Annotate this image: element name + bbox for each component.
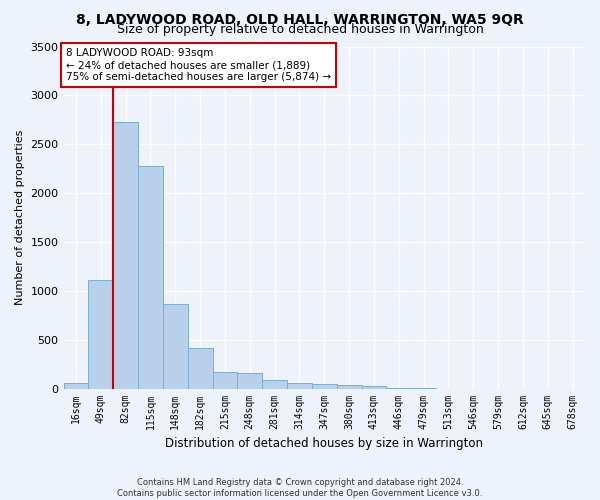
Bar [287, 383, 312, 388]
Bar [88, 280, 113, 388]
Bar [138, 166, 163, 388]
Bar [362, 386, 386, 388]
Bar [188, 348, 212, 389]
Bar [238, 374, 262, 388]
Bar [337, 384, 362, 388]
Y-axis label: Number of detached properties: Number of detached properties [15, 130, 25, 305]
X-axis label: Distribution of detached houses by size in Warrington: Distribution of detached houses by size … [165, 437, 483, 450]
Text: 8 LADYWOOD ROAD: 93sqm
← 24% of detached houses are smaller (1,889)
75% of semi-: 8 LADYWOOD ROAD: 93sqm ← 24% of detached… [66, 48, 331, 82]
Bar [64, 383, 88, 388]
Text: Size of property relative to detached houses in Warrington: Size of property relative to detached ho… [116, 22, 484, 36]
Text: Contains HM Land Registry data © Crown copyright and database right 2024.
Contai: Contains HM Land Registry data © Crown c… [118, 478, 482, 498]
Bar [163, 304, 188, 388]
Bar [113, 122, 138, 388]
Text: 8, LADYWOOD ROAD, OLD HALL, WARRINGTON, WA5 9QR: 8, LADYWOOD ROAD, OLD HALL, WARRINGTON, … [76, 12, 524, 26]
Bar [262, 380, 287, 388]
Bar [312, 384, 337, 388]
Bar [212, 372, 238, 388]
